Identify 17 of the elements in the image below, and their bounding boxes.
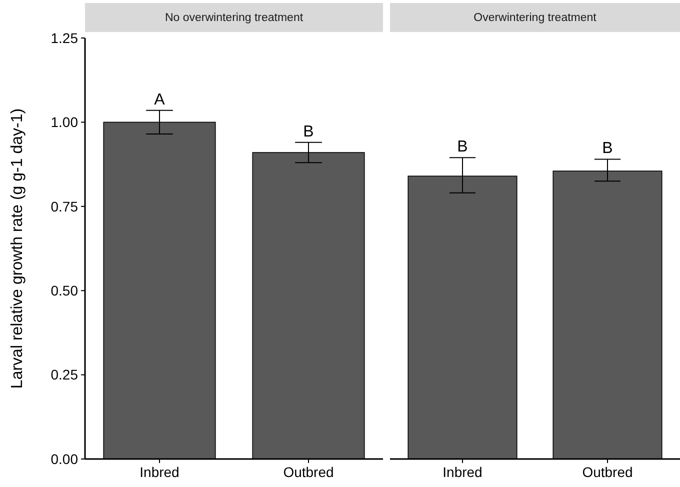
y-tick-label: 1.25 [50, 30, 78, 46]
annotation: B [602, 140, 613, 158]
y-tick-label: 0.75 [50, 198, 78, 214]
chart-title: No overwintering treatment [164, 12, 304, 24]
y-tick-label: 0.50 [50, 282, 78, 298]
y-tick-label: 0.00 [50, 450, 78, 467]
y-tick-label: 0.25 [50, 366, 78, 383]
chart-title: Overwintering treatment [474, 12, 598, 24]
x-tick-label: Inbred [442, 464, 482, 480]
x-tick-label: Inbred [140, 464, 180, 480]
x-tick-label: Outbred [283, 464, 334, 480]
annotation: B [457, 138, 468, 156]
annotation: B [303, 123, 314, 140]
y-axis-title: Larval relative growth rate (g g-1 day-1) [9, 108, 26, 389]
annotation: A [154, 91, 166, 108]
x-tick-label: Outbred [582, 464, 633, 480]
y-tick-label: 1.00 [50, 114, 78, 130]
